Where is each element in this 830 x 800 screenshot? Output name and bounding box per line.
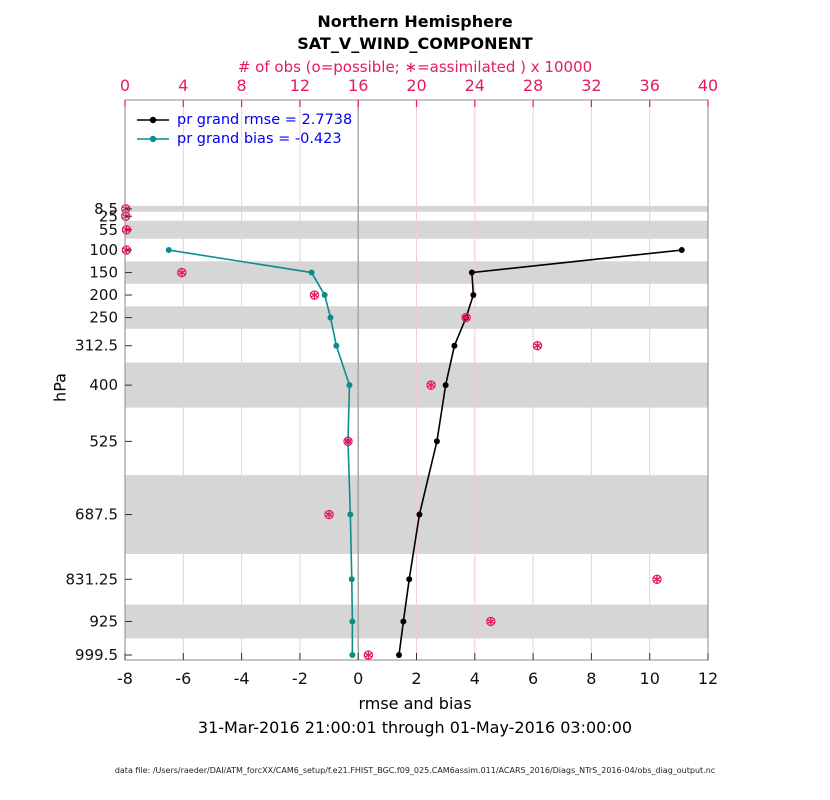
svg-text:28: 28 bbox=[523, 76, 543, 95]
svg-text:312.5: 312.5 bbox=[75, 337, 118, 355]
bias-series bbox=[165, 247, 356, 659]
svg-text:12: 12 bbox=[698, 669, 718, 688]
svg-text:12: 12 bbox=[290, 76, 310, 95]
date-range: 31-Mar-2016 21:00:01 through 01-May-2016… bbox=[197, 718, 633, 737]
svg-text:32: 32 bbox=[581, 76, 601, 95]
x-axis-label: rmse and bias bbox=[358, 694, 472, 713]
svg-text:24: 24 bbox=[465, 76, 485, 95]
svg-text:400: 400 bbox=[89, 376, 118, 394]
obs-axis-title: # of obs (o=possible; ∗=assimilated ) x … bbox=[237, 58, 593, 76]
data-file-path: data file: /Users/raeder/DAI/ATM_forcXX/… bbox=[114, 766, 716, 775]
legend: pr grand rmse = 2.7738 pr grand bias = -… bbox=[136, 110, 352, 148]
svg-text:25: 25 bbox=[99, 207, 118, 225]
bias-legend-marker-icon bbox=[137, 135, 169, 142]
svg-text:4: 4 bbox=[178, 76, 188, 95]
svg-text:525: 525 bbox=[89, 432, 118, 450]
svg-text:0: 0 bbox=[353, 669, 363, 688]
svg-text:10: 10 bbox=[640, 669, 660, 688]
svg-text:8: 8 bbox=[586, 669, 596, 688]
rmse-legend-marker-icon bbox=[137, 116, 169, 123]
legend-item-bias: pr grand bias = -0.423 bbox=[136, 129, 352, 148]
svg-text:150: 150 bbox=[89, 264, 118, 282]
svg-text:925: 925 bbox=[89, 612, 118, 630]
svg-text:8: 8 bbox=[237, 76, 247, 95]
svg-text:4: 4 bbox=[470, 669, 480, 688]
svg-text:831.25: 831.25 bbox=[66, 570, 119, 588]
svg-text:8.5: 8.5 bbox=[94, 200, 118, 218]
svg-text:687.5: 687.5 bbox=[75, 506, 118, 524]
svg-text:16: 16 bbox=[348, 76, 368, 95]
rmse-series bbox=[396, 247, 685, 659]
svg-text:6: 6 bbox=[528, 669, 538, 688]
svg-text:0: 0 bbox=[120, 76, 130, 95]
svg-text:2: 2 bbox=[411, 669, 421, 688]
legend-item-rmse: pr grand rmse = 2.7738 bbox=[136, 110, 352, 129]
svg-text:999.5: 999.5 bbox=[75, 646, 118, 664]
svg-text:55: 55 bbox=[99, 221, 118, 239]
svg-text:200: 200 bbox=[89, 286, 118, 304]
svg-text:-8: -8 bbox=[117, 669, 133, 688]
svg-text:-6: -6 bbox=[175, 669, 191, 688]
svg-text:250: 250 bbox=[89, 309, 118, 327]
plot-title-region: Northern Hemisphere bbox=[317, 12, 513, 31]
svg-text:40: 40 bbox=[698, 76, 718, 95]
svg-text:-2: -2 bbox=[292, 669, 308, 688]
y-axis-label: hPa bbox=[50, 373, 70, 402]
svg-text:20: 20 bbox=[406, 76, 426, 95]
svg-text:36: 36 bbox=[640, 76, 660, 95]
svg-text:-4: -4 bbox=[234, 669, 250, 688]
obs-axis-ticks: 0 4 8 12 16 20 24 28 32 36 40 bbox=[120, 76, 718, 107]
x-axis-ticks: -8 -6 -4 -2 0 2 4 6 8 10 12 bbox=[117, 653, 718, 688]
legend-label-bias: pr grand bias = -0.423 bbox=[177, 130, 342, 147]
legend-label-rmse: pr grand rmse = 2.7738 bbox=[177, 111, 353, 128]
plot-title-variable: SAT_V_WIND_COMPONENT bbox=[297, 34, 533, 53]
svg-text:100: 100 bbox=[89, 241, 118, 259]
